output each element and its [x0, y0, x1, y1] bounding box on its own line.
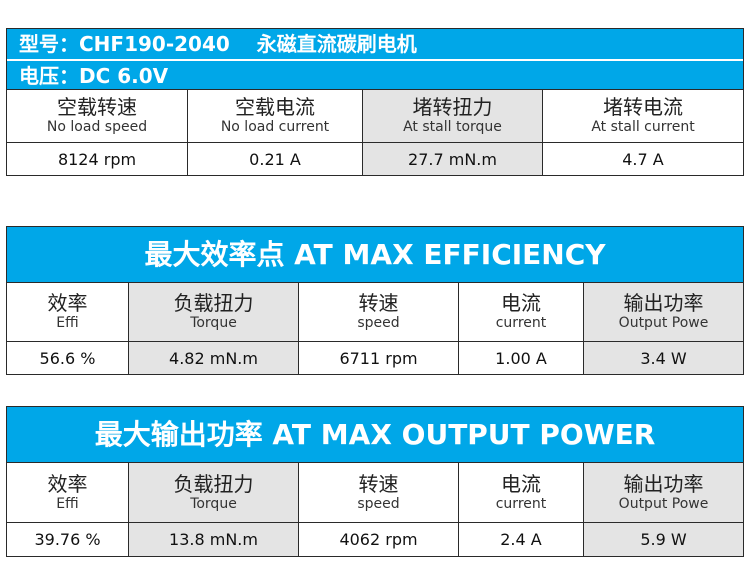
header-stall-torque: 堵转扭力 At stall torque — [362, 90, 542, 142]
value-torque: 13.8 mN.m — [128, 523, 298, 556]
value-efficiency: 39.76 % — [7, 523, 128, 556]
value-stall-current: 4.7 A — [542, 143, 743, 175]
value-efficiency: 56.6 % — [7, 342, 128, 374]
value-speed: 6711 rpm — [298, 342, 458, 374]
value-no-load-current: 0.21 A — [187, 143, 362, 175]
header-output-power: 输出功率 Output Powe — [583, 463, 743, 522]
header-speed: 转速 speed — [298, 463, 458, 522]
header-no-load-current: 空载电流 No load current — [187, 90, 362, 142]
max-efficiency-title: 最大效率点 AT MAX EFFICIENCY — [7, 227, 743, 283]
efficiency-value-row: 56.6 % 4.82 mN.m 6711 rpm 1.00 A 3.4 W — [7, 341, 743, 374]
header-current: 电流 current — [458, 283, 583, 341]
value-stall-torque: 27.7 mN.m — [362, 143, 542, 175]
value-current: 2.4 A — [458, 523, 583, 556]
header-stall-current: 堵转电流 At stall current — [542, 90, 743, 142]
header-torque: 负载扭力 Torque — [128, 283, 298, 341]
header-speed: 转速 speed — [298, 283, 458, 341]
value-output-power: 3.4 W — [583, 342, 743, 374]
header-efficiency: 效率 Effi — [7, 463, 128, 522]
max-output-power-title: 最大输出功率 AT MAX OUTPUT POWER — [7, 407, 743, 463]
header-no-load-speed: 空载转速 No load speed — [7, 90, 187, 142]
value-torque: 4.82 mN.m — [128, 342, 298, 374]
spec-value-row: 8124 rpm 0.21 A 27.7 mN.m 4.7 A — [7, 142, 743, 175]
value-speed: 4062 rpm — [298, 523, 458, 556]
model-title: 型号：CHF190-2040 永磁直流碳刷电机 — [7, 29, 743, 59]
no-load-spec-panel: 型号：CHF190-2040 永磁直流碳刷电机 电压：DC 6.0V 空载转速 … — [6, 28, 744, 176]
voltage-title: 电压：DC 6.0V — [7, 59, 743, 89]
header-torque: 负载扭力 Torque — [128, 463, 298, 522]
header-efficiency: 效率 Effi — [7, 283, 128, 341]
value-output-power: 5.9 W — [583, 523, 743, 556]
output-value-row: 39.76 % 13.8 mN.m 4062 rpm 2.4 A 5.9 W — [7, 522, 743, 556]
value-no-load-speed: 8124 rpm — [7, 143, 187, 175]
header-output-power: 输出功率 Output Powe — [583, 283, 743, 341]
max-efficiency-panel: 最大效率点 AT MAX EFFICIENCY 效率 Effi 负载扭力 Tor… — [6, 226, 744, 375]
output-header-row: 效率 Effi 负载扭力 Torque 转速 speed 电流 current … — [7, 463, 743, 522]
value-current: 1.00 A — [458, 342, 583, 374]
efficiency-header-row: 效率 Effi 负载扭力 Torque 转速 speed 电流 current … — [7, 283, 743, 341]
max-output-power-panel: 最大输出功率 AT MAX OUTPUT POWER 效率 Effi 负载扭力 … — [6, 406, 744, 557]
spec-header-row: 空载转速 No load speed 空载电流 No load current … — [7, 89, 743, 142]
header-current: 电流 current — [458, 463, 583, 522]
